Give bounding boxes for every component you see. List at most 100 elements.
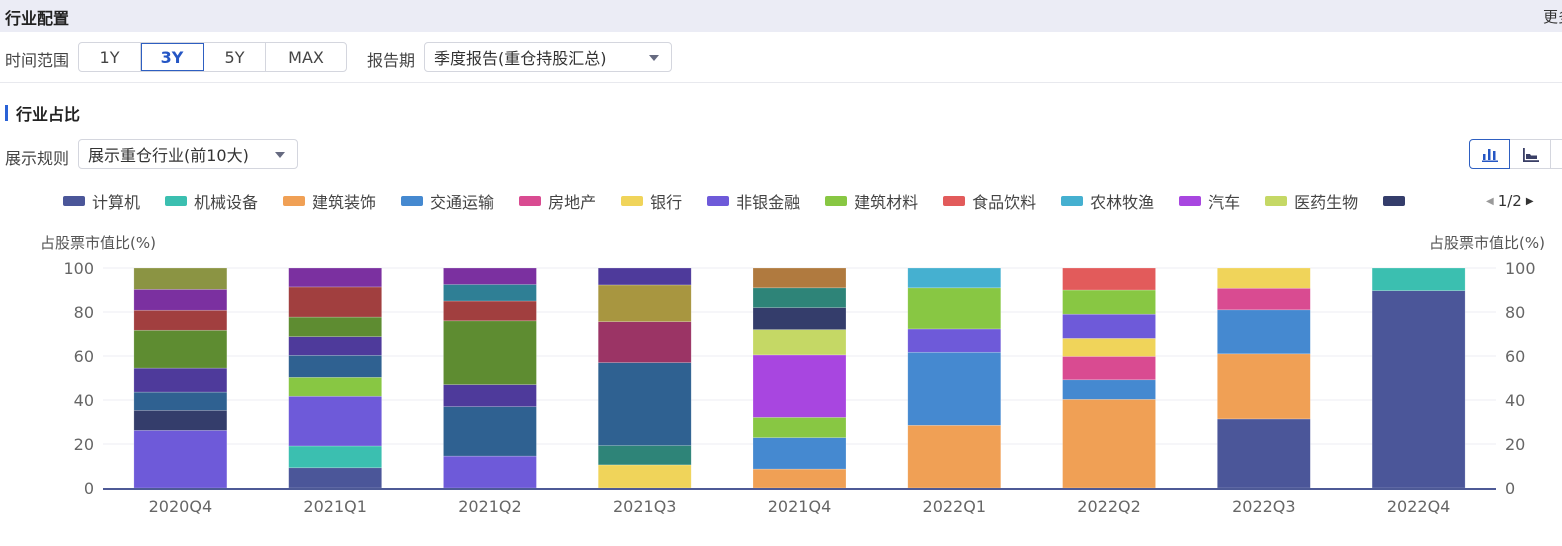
bar-segment[interactable] [288, 355, 382, 378]
bar-segment[interactable] [443, 284, 537, 302]
x-tick-label: 2021Q3 [613, 497, 677, 516]
bar-segment[interactable] [133, 391, 228, 411]
bar-segment[interactable] [133, 367, 228, 393]
bar-segment[interactable] [597, 445, 692, 466]
bar-segment[interactable] [133, 289, 228, 311]
legend-prev-page-icon[interactable]: ◀ [1486, 195, 1494, 207]
time-range-5y-button[interactable]: 5Y [204, 43, 266, 71]
title-accent-bar [5, 105, 8, 121]
bar-segment[interactable] [907, 351, 1002, 426]
bar-segment[interactable] [752, 267, 847, 289]
report-period-dropdown[interactable]: 季度报告(重仓持股汇总) [424, 42, 672, 72]
bar-segment[interactable] [1062, 313, 1156, 339]
bar-segment[interactable] [133, 410, 228, 431]
legend-item[interactable]: 非银金融 [707, 189, 800, 213]
bar-segment[interactable] [443, 320, 537, 385]
bar-segment[interactable] [288, 316, 382, 337]
time-range-max-button[interactable]: MAX [288, 47, 324, 67]
legend-item[interactable]: 建筑装饰 [283, 189, 376, 213]
bar-segment[interactable] [1217, 287, 1311, 311]
bar-segment[interactable] [133, 430, 228, 489]
bar-segment[interactable] [443, 267, 537, 285]
bar-segment[interactable] [1217, 309, 1311, 355]
display-rule-dropdown[interactable]: 展示重仓行业(前10大) [78, 139, 298, 169]
legend-item[interactable] [1383, 196, 1412, 206]
bar-segment[interactable] [1062, 267, 1156, 291]
bar-segment[interactable] [133, 267, 228, 290]
bar-segment[interactable] [443, 455, 537, 489]
legend-swatch [621, 196, 644, 206]
legend-item[interactable]: 计算机 [63, 189, 140, 213]
bar-segment[interactable] [907, 287, 1002, 330]
bar-segment[interactable] [907, 328, 1002, 353]
display-rule-label: 展示规则 [5, 149, 70, 168]
bar-segment[interactable] [133, 309, 228, 331]
bar-segment[interactable] [1062, 356, 1156, 381]
bar-segment[interactable] [1371, 290, 1466, 489]
y-tick-right: 20 [1505, 435, 1525, 454]
bar-segment[interactable] [597, 362, 692, 446]
section-header: 行业配置 更多 [0, 0, 1562, 32]
legend-item[interactable]: 农林牧渔 [1061, 189, 1154, 213]
report-period-label: 报告期 [367, 51, 416, 70]
legend-label: 农林牧渔 [1090, 193, 1155, 212]
bar-segment[interactable] [597, 284, 692, 322]
bar-segment[interactable] [133, 329, 228, 369]
legend-swatch [1179, 196, 1202, 206]
area-chart-icon [1522, 148, 1539, 162]
bar-segment[interactable] [752, 307, 847, 330]
legend-item[interactable]: 房地产 [519, 189, 596, 213]
divider [0, 82, 1562, 83]
legend-item[interactable]: 建筑材料 [825, 189, 918, 213]
more-link[interactable]: 更多 [1543, 8, 1562, 26]
bar-segment[interactable] [752, 354, 847, 418]
legend-label: 建筑材料 [854, 193, 919, 212]
time-range-3y-button[interactable]: 3Y [141, 43, 204, 71]
x-tick-label: 2021Q4 [768, 497, 832, 516]
legend-label: 食品饮料 [972, 193, 1037, 212]
bar-segment[interactable] [288, 445, 382, 469]
bar-segment[interactable] [597, 267, 692, 286]
bar-segment[interactable] [1062, 338, 1156, 357]
bar-segment[interactable] [1062, 289, 1156, 315]
bar-segment[interactable] [288, 286, 382, 318]
bar-segment[interactable] [907, 267, 1002, 289]
y-tick-left: 80 [74, 303, 94, 322]
bar-segment[interactable] [288, 377, 382, 397]
bar-segment[interactable] [752, 287, 847, 308]
legend-next-page-icon[interactable]: ▶ [1525, 195, 1534, 207]
bar-segment[interactable] [1217, 418, 1311, 489]
bar-segment[interactable] [1371, 267, 1466, 291]
legend-item[interactable]: 食品饮料 [943, 189, 1036, 213]
bar-segment[interactable] [443, 384, 537, 407]
legend-swatch [63, 196, 85, 206]
bar-segment[interactable] [1217, 267, 1311, 289]
bar-segment[interactable] [288, 395, 382, 447]
bar-segment[interactable] [597, 464, 692, 489]
legend-item[interactable]: 机械设备 [165, 189, 258, 213]
legend-item[interactable]: 银行 [621, 189, 682, 213]
bar-segment[interactable] [752, 468, 847, 489]
bar-segment[interactable] [907, 424, 1002, 489]
legend-item[interactable]: 交通运输 [401, 189, 494, 213]
bar-chart-toggle-button[interactable] [1469, 139, 1510, 169]
time-range-1y-button[interactable]: 1Y [79, 43, 141, 71]
bar-segment[interactable] [1062, 399, 1156, 489]
bar-segment[interactable] [752, 417, 847, 438]
bar-segment[interactable] [597, 321, 692, 363]
area-chart-toggle-button[interactable] [1509, 139, 1551, 169]
bar-segment[interactable] [443, 300, 537, 322]
bar-segment[interactable] [288, 336, 382, 356]
chart-type-toggle-overflow [1550, 139, 1562, 169]
bar-segment[interactable] [288, 467, 382, 489]
display-rule-value: 展示重仓行业(前10大) [88, 146, 249, 165]
bar-segment[interactable] [1217, 353, 1311, 420]
bar-segment[interactable] [288, 267, 382, 288]
bar-segment[interactable] [752, 437, 847, 470]
bar-segment[interactable] [752, 329, 847, 356]
bar-segment[interactable] [1062, 379, 1156, 400]
bar-segment[interactable] [443, 406, 537, 457]
legend-item[interactable]: 汽车 [1179, 189, 1240, 213]
legend-label: 医药生物 [1294, 193, 1359, 212]
legend-item[interactable]: 医药生物 [1265, 189, 1358, 213]
